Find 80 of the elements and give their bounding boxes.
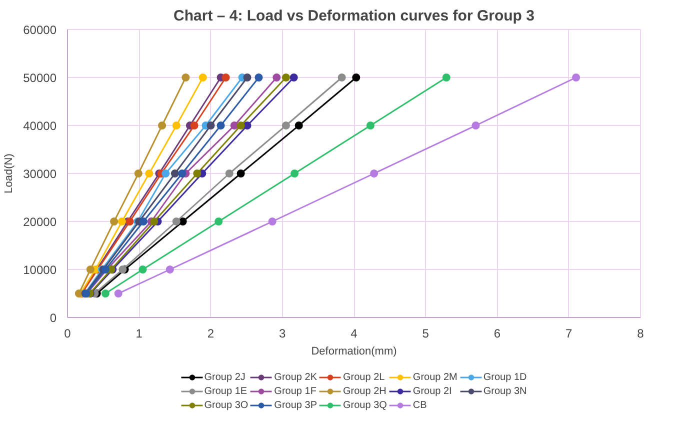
x-tick-label: 3 bbox=[279, 326, 286, 340]
legend-label: Group 2J bbox=[204, 371, 246, 383]
legend-label: Group 2I bbox=[412, 385, 452, 397]
legend-label: Group 3O bbox=[204, 399, 248, 411]
point bbox=[166, 266, 174, 274]
x-tick-label: 6 bbox=[494, 326, 501, 340]
point bbox=[225, 170, 234, 178]
legend-label: Group 1F bbox=[274, 385, 316, 397]
point bbox=[472, 122, 480, 130]
point bbox=[370, 170, 378, 178]
point bbox=[150, 218, 158, 226]
point bbox=[290, 170, 299, 178]
point bbox=[190, 122, 198, 130]
point bbox=[193, 170, 202, 178]
point bbox=[294, 122, 303, 130]
point bbox=[222, 74, 230, 82]
point bbox=[110, 218, 118, 226]
x-tick-label: 5 bbox=[422, 326, 430, 340]
point bbox=[236, 170, 245, 178]
point bbox=[178, 218, 187, 226]
legend-label: Group 2H bbox=[342, 385, 386, 397]
x-tick-label: 7 bbox=[566, 326, 573, 340]
legend-label: Group 2L bbox=[342, 371, 385, 383]
y-tick-label: 50000 bbox=[23, 71, 57, 85]
legend-label: Group 3P bbox=[274, 399, 317, 411]
legend-label: Group 3Q bbox=[342, 399, 387, 411]
point bbox=[254, 74, 263, 82]
y-tick-label: 0 bbox=[50, 311, 57, 325]
point bbox=[442, 74, 450, 82]
point bbox=[243, 122, 252, 130]
point bbox=[236, 122, 245, 130]
legend-label: Group 1E bbox=[204, 385, 248, 397]
point bbox=[170, 170, 179, 178]
point bbox=[139, 218, 148, 226]
legend-label: Group 2K bbox=[274, 371, 317, 383]
point bbox=[230, 122, 238, 130]
point bbox=[158, 122, 166, 130]
legend-label: CB bbox=[412, 399, 428, 411]
y-tick-label: 10000 bbox=[23, 263, 57, 277]
point bbox=[366, 122, 374, 130]
point bbox=[216, 122, 225, 130]
point bbox=[138, 266, 147, 274]
x-tick-label: 2 bbox=[207, 326, 214, 340]
point bbox=[243, 74, 252, 82]
point bbox=[282, 122, 290, 130]
x-tick-label: 0 bbox=[64, 326, 72, 340]
y-axis-title: Load(N) bbox=[3, 154, 16, 194]
point bbox=[206, 122, 215, 130]
point bbox=[198, 74, 207, 82]
point bbox=[162, 170, 170, 178]
point bbox=[268, 218, 276, 226]
point bbox=[290, 74, 298, 82]
point bbox=[101, 290, 110, 298]
y-tick-label: 30000 bbox=[23, 167, 57, 181]
legend-label: Group 3N bbox=[483, 385, 527, 397]
point bbox=[282, 74, 290, 82]
point bbox=[86, 266, 94, 274]
point bbox=[134, 170, 142, 178]
point bbox=[272, 74, 281, 82]
x-axis-title: Deformation(mm) bbox=[311, 346, 397, 358]
x-tick-label: 8 bbox=[637, 326, 644, 340]
point bbox=[182, 74, 190, 82]
y-tick-label: 60000 bbox=[23, 23, 57, 37]
legend-label: Group 1D bbox=[483, 371, 527, 383]
point bbox=[178, 170, 186, 178]
point bbox=[172, 122, 180, 130]
y-tick-label: 20000 bbox=[23, 215, 57, 229]
point bbox=[338, 74, 346, 82]
point bbox=[572, 74, 580, 82]
chart-title: Chart – 4: Load vs Deformation curves for Group 3 bbox=[174, 8, 534, 24]
point bbox=[214, 218, 223, 226]
point bbox=[114, 290, 122, 298]
y-tick-label: 40000 bbox=[23, 119, 57, 133]
x-tick-label: 4 bbox=[350, 326, 358, 340]
x-tick-label: 1 bbox=[136, 326, 143, 340]
point bbox=[172, 218, 180, 226]
legend-label: Group 2M bbox=[412, 371, 458, 383]
point bbox=[118, 218, 126, 226]
point bbox=[352, 74, 360, 82]
point bbox=[145, 170, 154, 178]
